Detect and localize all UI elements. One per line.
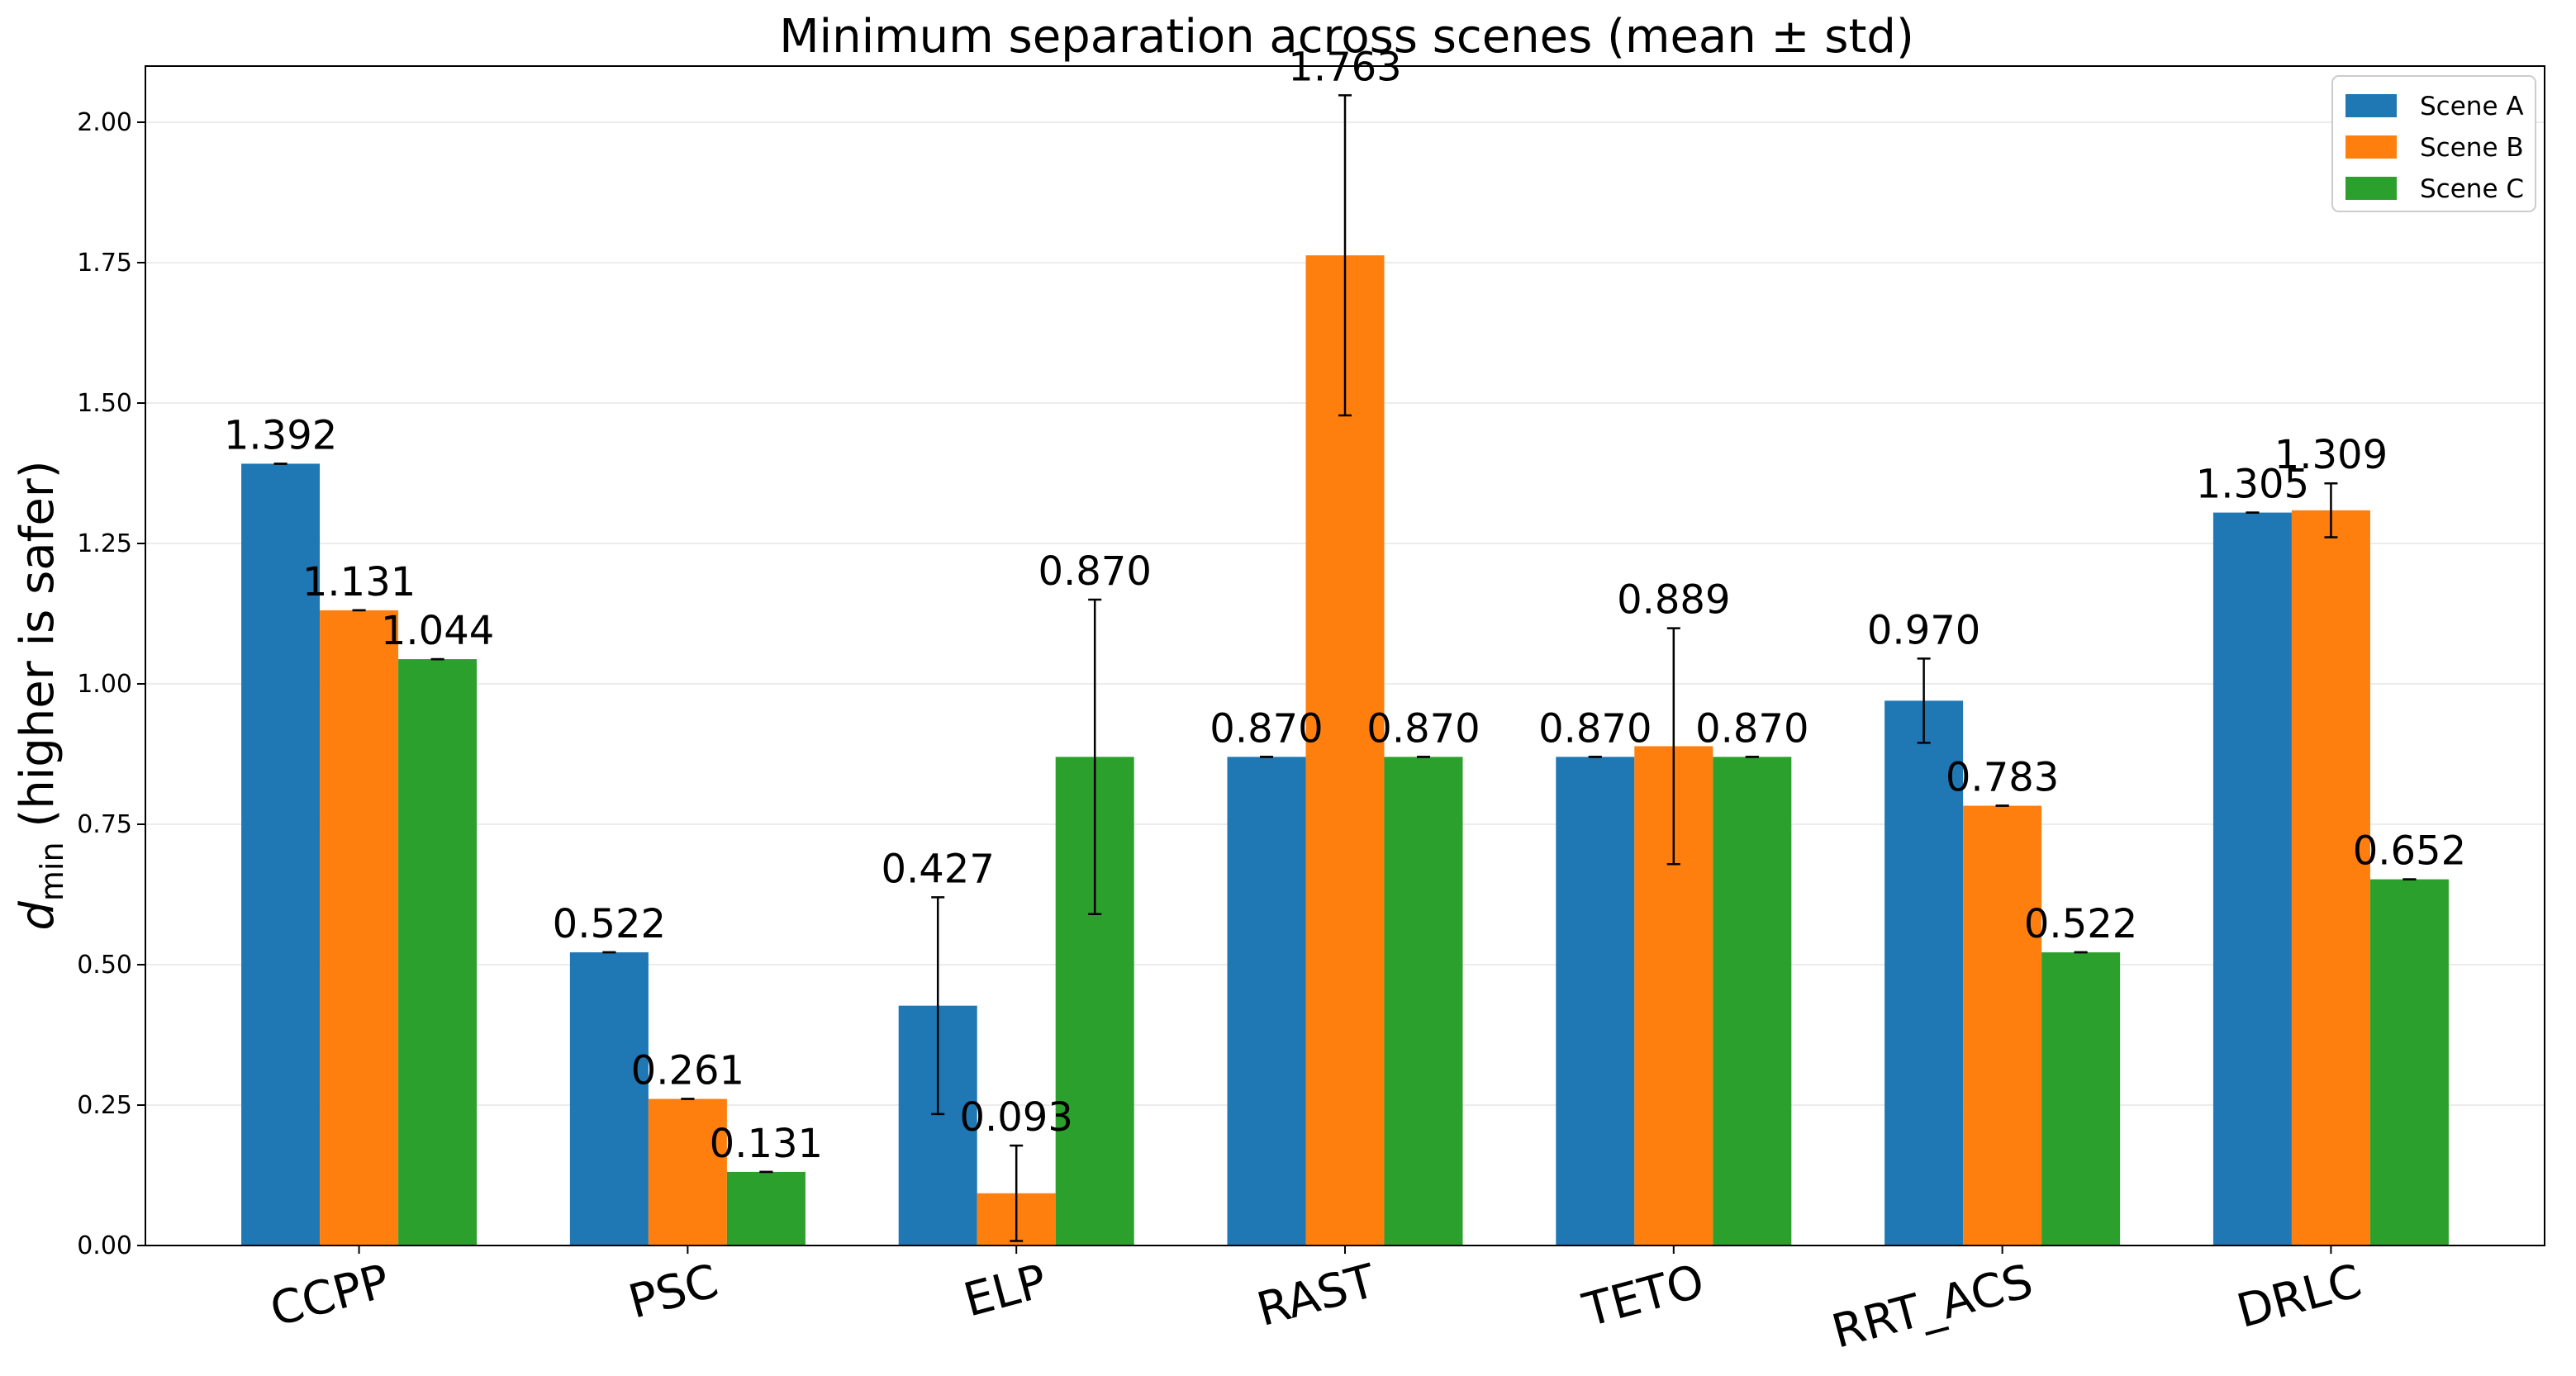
data-label: 0.870 (1038, 548, 1151, 595)
bar (2041, 952, 2121, 1246)
data-label: 0.261 (631, 1048, 744, 1094)
bar (1713, 757, 1792, 1246)
chart-title: Minimum separation across scenes (mean ±… (779, 10, 1914, 64)
data-label: 0.870 (1538, 705, 1652, 752)
y-tick-label: 1.50 (77, 389, 132, 418)
y-tick-label: 0.25 (77, 1091, 132, 1120)
bar (320, 610, 399, 1246)
x-tick-label: RRT_ACS (1827, 1255, 2038, 1359)
y-axis-label-text: (higher is safer) (11, 460, 64, 842)
x-tick-label: RAST (1252, 1255, 1381, 1337)
y-axis-label-symbol: d (11, 901, 64, 931)
y-tick-label: 0.75 (77, 810, 132, 839)
bar (569, 952, 649, 1246)
y-tick-label: 1.25 (77, 529, 132, 558)
data-label: 0.970 (1867, 607, 1980, 653)
x-axis: CCPP PSC ELP RAST TETO RRT_ACS DRLC (265, 1246, 2367, 1359)
data-label: 0.783 (1946, 755, 2059, 801)
data-label: 0.093 (959, 1094, 1072, 1141)
bars-group (241, 255, 2449, 1246)
y-tick-label: 1.00 (77, 670, 132, 699)
y-axis-label: dmin (higher is safer) (11, 460, 70, 930)
data-label: 0.522 (2024, 901, 2137, 947)
y-tick-label: 0.00 (77, 1231, 132, 1260)
data-label: 1.305 (2196, 462, 2309, 508)
data-label: 1.763 (1288, 44, 1401, 90)
data-label: 0.889 (1617, 577, 1730, 624)
bar (726, 1171, 806, 1246)
x-tick-label: ELP (958, 1255, 1053, 1328)
data-label: 0.427 (881, 846, 994, 892)
legend-label: Scene A (2420, 92, 2524, 121)
bar (1227, 757, 1306, 1246)
x-tick-label: TETO (1577, 1255, 1710, 1338)
bar (398, 659, 478, 1246)
data-label: 0.870 (1366, 705, 1480, 752)
bar (2369, 879, 2449, 1246)
error-bars-group (273, 94, 2417, 1242)
y-axis: 0.00 0.25 0.50 0.75 1.00 1.25 1.50 1.75 2.00 (77, 108, 145, 1260)
data-label: 0.652 (2353, 828, 2466, 875)
x-tick-label: CCPP (265, 1255, 396, 1338)
y-tick-label: 1.75 (77, 249, 132, 278)
data-label: 0.522 (553, 901, 666, 947)
legend: Scene A Scene B Scene C (2331, 75, 2536, 212)
bar (1384, 757, 1463, 1246)
data-label: 1.309 (2274, 432, 2388, 478)
legend-label: Scene C (2420, 174, 2524, 204)
x-tick-label: PSC (623, 1255, 724, 1330)
legend-swatch (2345, 94, 2397, 117)
y-axis-label-subscript: min (34, 842, 70, 901)
bar (1305, 255, 1385, 1246)
data-label: 1.044 (381, 608, 494, 654)
bar (648, 1098, 727, 1246)
bar (1556, 757, 1635, 1246)
legend-swatch (2345, 177, 2397, 200)
bar (241, 463, 321, 1246)
legend-swatch (2345, 135, 2397, 159)
bar (2212, 512, 2292, 1246)
data-label: 0.131 (710, 1121, 823, 1167)
y-tick-label: 0.50 (77, 951, 132, 980)
data-label: 1.392 (224, 412, 337, 458)
data-label: 1.131 (302, 559, 416, 605)
legend-label: Scene B (2420, 133, 2524, 163)
bar (1963, 805, 2042, 1246)
data-label: 0.870 (1695, 705, 1808, 752)
x-tick-label: DRLC (2231, 1255, 2367, 1339)
bar (2291, 510, 2370, 1246)
bar (1884, 700, 1964, 1246)
y-tick-label: 2.00 (77, 108, 132, 137)
data-label: 0.870 (1210, 705, 1323, 752)
